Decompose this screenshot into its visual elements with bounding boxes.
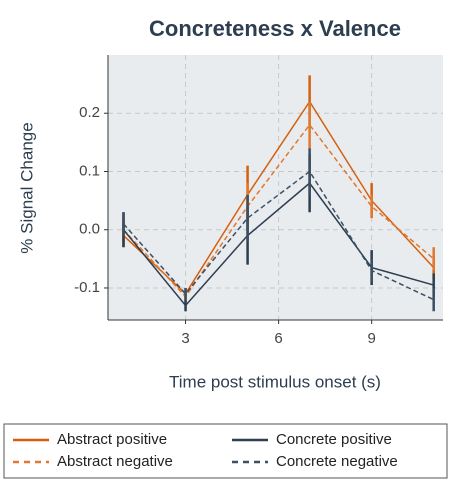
y-tick-label: 0.1	[79, 162, 100, 179]
y-tick-label: 0.2	[79, 104, 100, 121]
series-line	[122, 182, 434, 307]
x-tick-label: 9	[367, 330, 375, 347]
series-line	[122, 100, 435, 295]
x-tick-label: 6	[274, 330, 282, 347]
y-tick-label: 0.0	[79, 221, 100, 238]
chart-title: Concreteness x Valence	[149, 16, 401, 41]
plot-background	[108, 55, 443, 320]
series-line	[122, 123, 435, 298]
legend-label: Abstract positive	[57, 431, 167, 448]
legend-label: Concrete negative	[276, 453, 398, 470]
y-axis-label: % Signal Change	[17, 122, 36, 253]
x-axis-label: Time post stimulus onset (s)	[169, 372, 381, 391]
legend-label: Concrete positive	[276, 431, 392, 448]
x-tick-label: 3	[181, 330, 189, 347]
y-tick-label: -0.1	[74, 279, 100, 296]
legend-label: Abstract negative	[57, 453, 173, 470]
legend-box	[3, 423, 448, 479]
